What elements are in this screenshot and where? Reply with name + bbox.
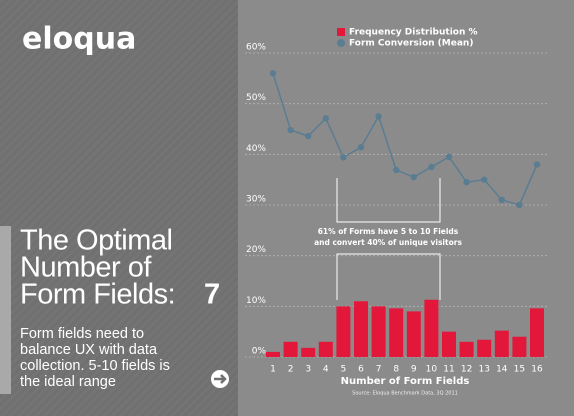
subtitle-line: the ideal range bbox=[20, 374, 116, 390]
x-tick-label: 8 bbox=[393, 365, 399, 375]
left-panel bbox=[0, 0, 238, 416]
annotation: 61% of Forms have 5 to 10 Fields bbox=[318, 227, 459, 236]
point bbox=[481, 176, 488, 183]
point bbox=[533, 161, 541, 168]
bar bbox=[442, 331, 456, 357]
x-tick-label: 6 bbox=[358, 365, 364, 375]
bar bbox=[424, 299, 439, 357]
bar bbox=[283, 341, 298, 357]
x-tick-label: 1 bbox=[270, 365, 276, 375]
x-tick-label: 16 bbox=[531, 365, 543, 375]
title-line: Number of bbox=[20, 252, 152, 284]
x-tick-label: 13 bbox=[478, 365, 489, 375]
x-tick-label: 7 bbox=[376, 365, 382, 375]
bracket-top bbox=[336, 178, 441, 223]
subtitle-line: collection. 5-10 fields is bbox=[20, 358, 170, 374]
x-tick-label: 14 bbox=[496, 365, 508, 375]
point bbox=[410, 173, 417, 181]
x-tick-label: 12 bbox=[461, 365, 472, 375]
title-line: The Optimal bbox=[20, 225, 172, 257]
y-tick-label: 60% bbox=[246, 43, 266, 53]
logo: eloqua bbox=[22, 22, 136, 57]
legend-label: Frequency Distribution % bbox=[349, 28, 478, 38]
y-tick-label: 10% bbox=[246, 296, 266, 306]
bar bbox=[459, 341, 474, 357]
x-tick-label: 3 bbox=[305, 365, 311, 375]
bar bbox=[266, 351, 280, 357]
subtitle-line: balance UX with data bbox=[20, 342, 158, 358]
point bbox=[428, 163, 435, 171]
y-tick-label: 20% bbox=[246, 245, 266, 255]
accent-bar bbox=[0, 226, 11, 394]
bar bbox=[406, 311, 421, 357]
point bbox=[463, 179, 470, 186]
subtitle-line: Form fields need to bbox=[20, 326, 144, 342]
point bbox=[322, 115, 329, 122]
point bbox=[305, 132, 312, 140]
point bbox=[393, 166, 400, 174]
bar bbox=[494, 330, 509, 357]
bar bbox=[389, 308, 404, 357]
point bbox=[287, 126, 294, 134]
line bbox=[272, 73, 538, 206]
bar bbox=[371, 306, 386, 357]
point bbox=[340, 154, 347, 161]
y-tick-label: 0% bbox=[252, 347, 267, 357]
x-tick-label: 4 bbox=[323, 365, 329, 375]
title-number: 7 bbox=[204, 279, 220, 311]
point bbox=[516, 201, 523, 209]
x-tick-label: 10 bbox=[426, 365, 438, 375]
x-tick-label: 9 bbox=[411, 365, 417, 375]
annotation: and convert 40% of unique visitors bbox=[314, 238, 462, 247]
x-axis-label: Number of Form Fields bbox=[341, 376, 470, 387]
source: Source: Eloqua Benchmark Data, 3Q 2011 bbox=[352, 391, 458, 397]
point bbox=[269, 70, 277, 77]
y-tick-label: 40% bbox=[246, 144, 266, 154]
x-tick-label: 11 bbox=[443, 365, 454, 375]
y-tick-label: 50% bbox=[246, 93, 266, 103]
bar bbox=[512, 336, 527, 357]
bar bbox=[530, 308, 544, 357]
bracket-bottom bbox=[336, 253, 441, 300]
x-tick-label: 15 bbox=[514, 365, 525, 375]
point bbox=[357, 144, 365, 151]
bar bbox=[318, 341, 333, 357]
legend-swatch bbox=[337, 28, 345, 36]
bar bbox=[477, 339, 492, 357]
point bbox=[445, 153, 453, 161]
x-tick-label: 5 bbox=[341, 365, 347, 375]
point bbox=[375, 113, 382, 120]
y-tick-label: 30% bbox=[246, 195, 266, 205]
point bbox=[498, 196, 505, 204]
bar bbox=[301, 347, 316, 357]
legend-swatch bbox=[337, 39, 345, 47]
title-line: Form Fields: bbox=[20, 279, 175, 311]
bar bbox=[336, 306, 351, 357]
bar bbox=[354, 301, 368, 357]
x-tick-label: 2 bbox=[288, 365, 294, 375]
legend-label: Form Conversion (Mean) bbox=[349, 39, 473, 49]
arrow-icon bbox=[214, 374, 227, 384]
